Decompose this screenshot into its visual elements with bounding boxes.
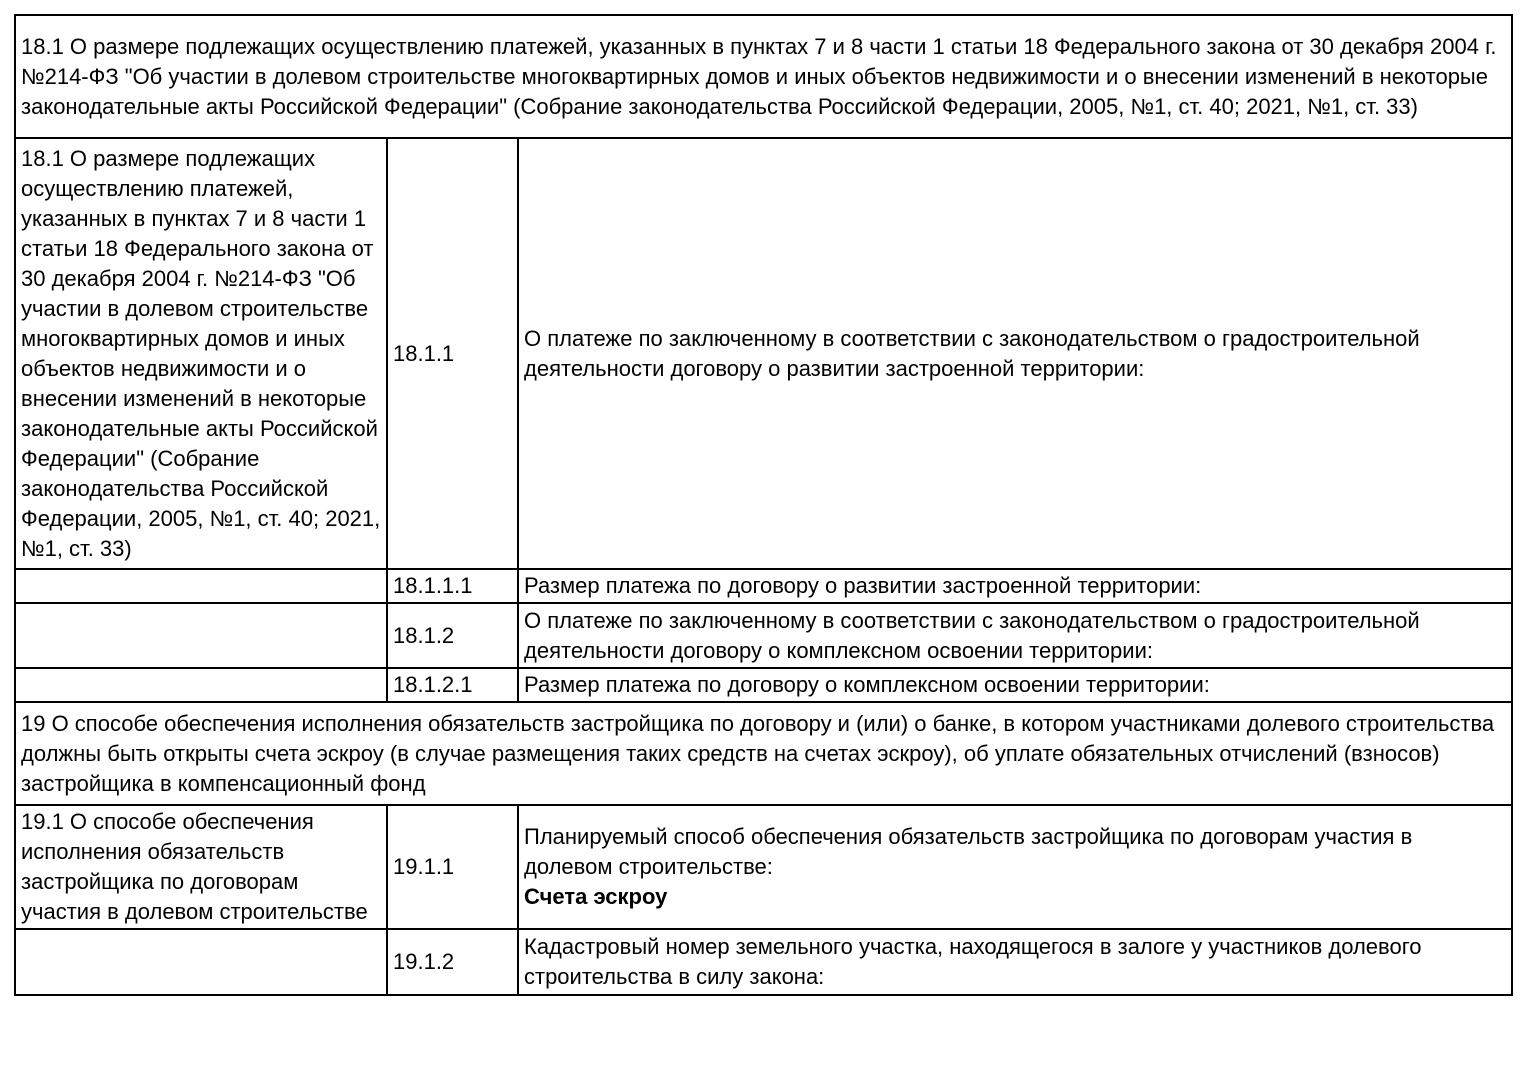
- row-19-1-1-left-description: 19.1 О способе обеспечения исполнения об…: [14, 804, 388, 930]
- section-19-header-cell: 19 О способе обеспечения исполнения обяз…: [13, 701, 1514, 806]
- row-19-1-2-number: 19.1.2: [386, 928, 519, 996]
- row-18-1-1: 18.1 О размере подлежащих осуществлению …: [14, 137, 1514, 570]
- row-18-1-1-text: О платеже по заключенному в соответствии…: [516, 137, 1514, 570]
- row-19-1-2-left-empty: [14, 928, 388, 996]
- row-19-1-2-text: Кадастровый номер земельного участка, на…: [516, 928, 1514, 996]
- row-18-1-1-left-description: 18.1 О размере подлежащих осуществлению …: [14, 137, 388, 570]
- row-19-1-1-number: 19.1.1: [386, 804, 519, 930]
- row-18-1-2-1-text: Размер платежа по договору о комплексном…: [516, 667, 1514, 703]
- section-19-header-row: 19 О способе обеспечения исполнения обяз…: [13, 701, 1514, 806]
- row-18-1-2-1: 18.1.2.1 Размер платежа по договору о ко…: [14, 667, 1514, 703]
- row-19-1-1: 19.1 О способе обеспечения исполнения об…: [14, 804, 1514, 930]
- row-19-1-1-content: Планируемый способ обеспечения обязатель…: [516, 804, 1514, 930]
- section-18-1-header-cell: 18.1 О размере подлежащих осуществлению …: [13, 14, 1514, 139]
- row-18-1-2-1-left-empty: [14, 667, 388, 703]
- row-19-1-1-text: Планируемый способ обеспечения обязатель…: [524, 824, 1413, 879]
- row-18-1-2: 18.1.2 О платеже по заключенному в соотв…: [14, 602, 1514, 669]
- row-18-1-2-1-number: 18.1.2.1: [386, 667, 519, 703]
- section-18-1-header-row: 18.1 О размере подлежащих осуществлению …: [13, 14, 1514, 139]
- row-19-1-1-value: Счета эскроу: [524, 884, 668, 909]
- row-18-1-1-1-left-empty: [14, 568, 388, 604]
- row-18-1-1-1: 18.1.1.1 Размер платежа по договору о ра…: [14, 568, 1514, 604]
- row-18-1-1-1-text: Размер платежа по договору о развитии за…: [516, 568, 1514, 604]
- row-18-1-2-text: О платеже по заключенному в соответствии…: [516, 602, 1514, 669]
- row-18-1-1-1-number: 18.1.1.1: [386, 568, 519, 604]
- row-18-1-2-number: 18.1.2: [386, 602, 519, 669]
- row-19-1-2: 19.1.2 Кадастровый номер земельного учас…: [14, 928, 1514, 996]
- declaration-table: 18.1 О размере подлежащих осуществлению …: [13, 14, 1514, 996]
- row-18-1-2-left-empty: [14, 602, 388, 669]
- row-18-1-1-number: 18.1.1: [386, 137, 519, 570]
